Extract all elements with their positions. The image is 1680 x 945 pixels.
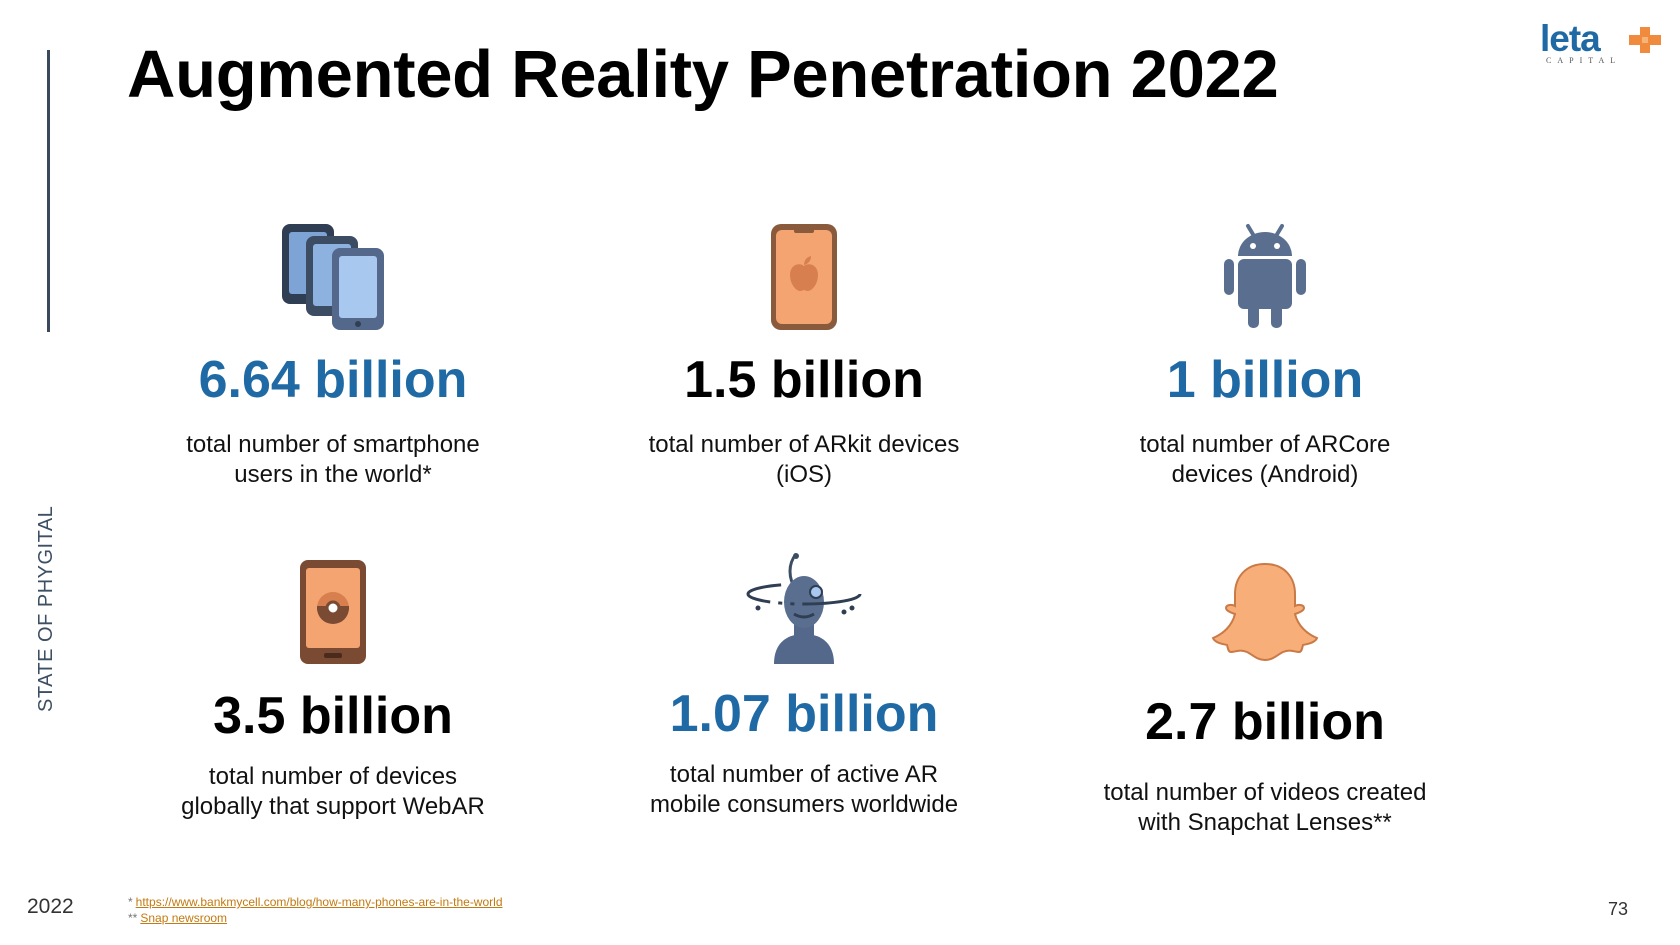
stat-value: 6.64 billion [198,351,468,409]
stat-webar-devices: 3.5 billion total number of devices glob… [103,558,563,822]
footnote-marker: ** [128,911,138,925]
footnote-1: * https://www.bankmycell.com/blog/how-man… [128,894,503,910]
stat-smartphone-users: 6.64 billion total number of smartphone … [103,222,563,490]
stat-description: total number of ARCore devices (Android) [1139,431,1391,488]
logo-cross-icon [1629,27,1661,53]
stat-description: total number of ARkit devices (iOS) [648,431,960,488]
footnote-sources: * https://www.bankmycell.com/blog/how-man… [128,894,503,926]
stat-snapchat-videos: 2.7 billion total number of videos creat… [1035,560,1495,838]
stat-arkit-devices: 1.5 billion total number of ARkit device… [574,222,1034,490]
page-number: 73 [1608,899,1629,919]
footnote-2: ** Snap newsroom [128,910,503,926]
ar-user-headset-icon [746,553,862,664]
stat-value: 3.5 billion [213,687,453,745]
source-link-snap-newsroom[interactable]: Snap newsroom [140,911,228,925]
logo-subtitle: CAPITAL [1546,56,1622,65]
stat-ar-consumers: 1.07 billion total number of active AR m… [574,552,1034,820]
source-link-bankmycell[interactable]: https://www.bankmycell.com/blog/how-many… [135,895,503,909]
leta-capital-logo: leta CAPITAL [1540,18,1670,68]
page-title: Augmented Reality Penetration 2022 [127,37,1279,112]
android-icon [1224,224,1306,328]
stat-description: total number of devices globally that su… [181,763,485,820]
phone-pokeball-icon [300,560,366,664]
smartphones-icon [282,224,384,330]
iphone-apple-icon [771,224,837,330]
stat-description: total number of smartphone users in the … [186,431,480,488]
stat-value: 1.5 billion [684,351,924,409]
stat-value: 1 billion [1166,351,1364,409]
side-section-label: STATE OF PHYGITAL [35,505,57,712]
footnote-marker: * [128,895,133,909]
left-accent-rule [47,50,50,332]
stat-description: total number of active AR mobile consume… [649,761,959,818]
footer-year: 2022 [27,895,74,918]
snapchat-ghost-icon [1211,562,1319,662]
stat-arcore-devices: 1 billion total number of ARCore devices… [1035,222,1495,490]
logo-wordmark: leta [1540,18,1601,59]
stat-value: 1.07 billion [669,685,939,743]
stat-description: total number of videos created with Snap… [1103,779,1427,836]
stat-value: 2.7 billion [1145,693,1385,751]
